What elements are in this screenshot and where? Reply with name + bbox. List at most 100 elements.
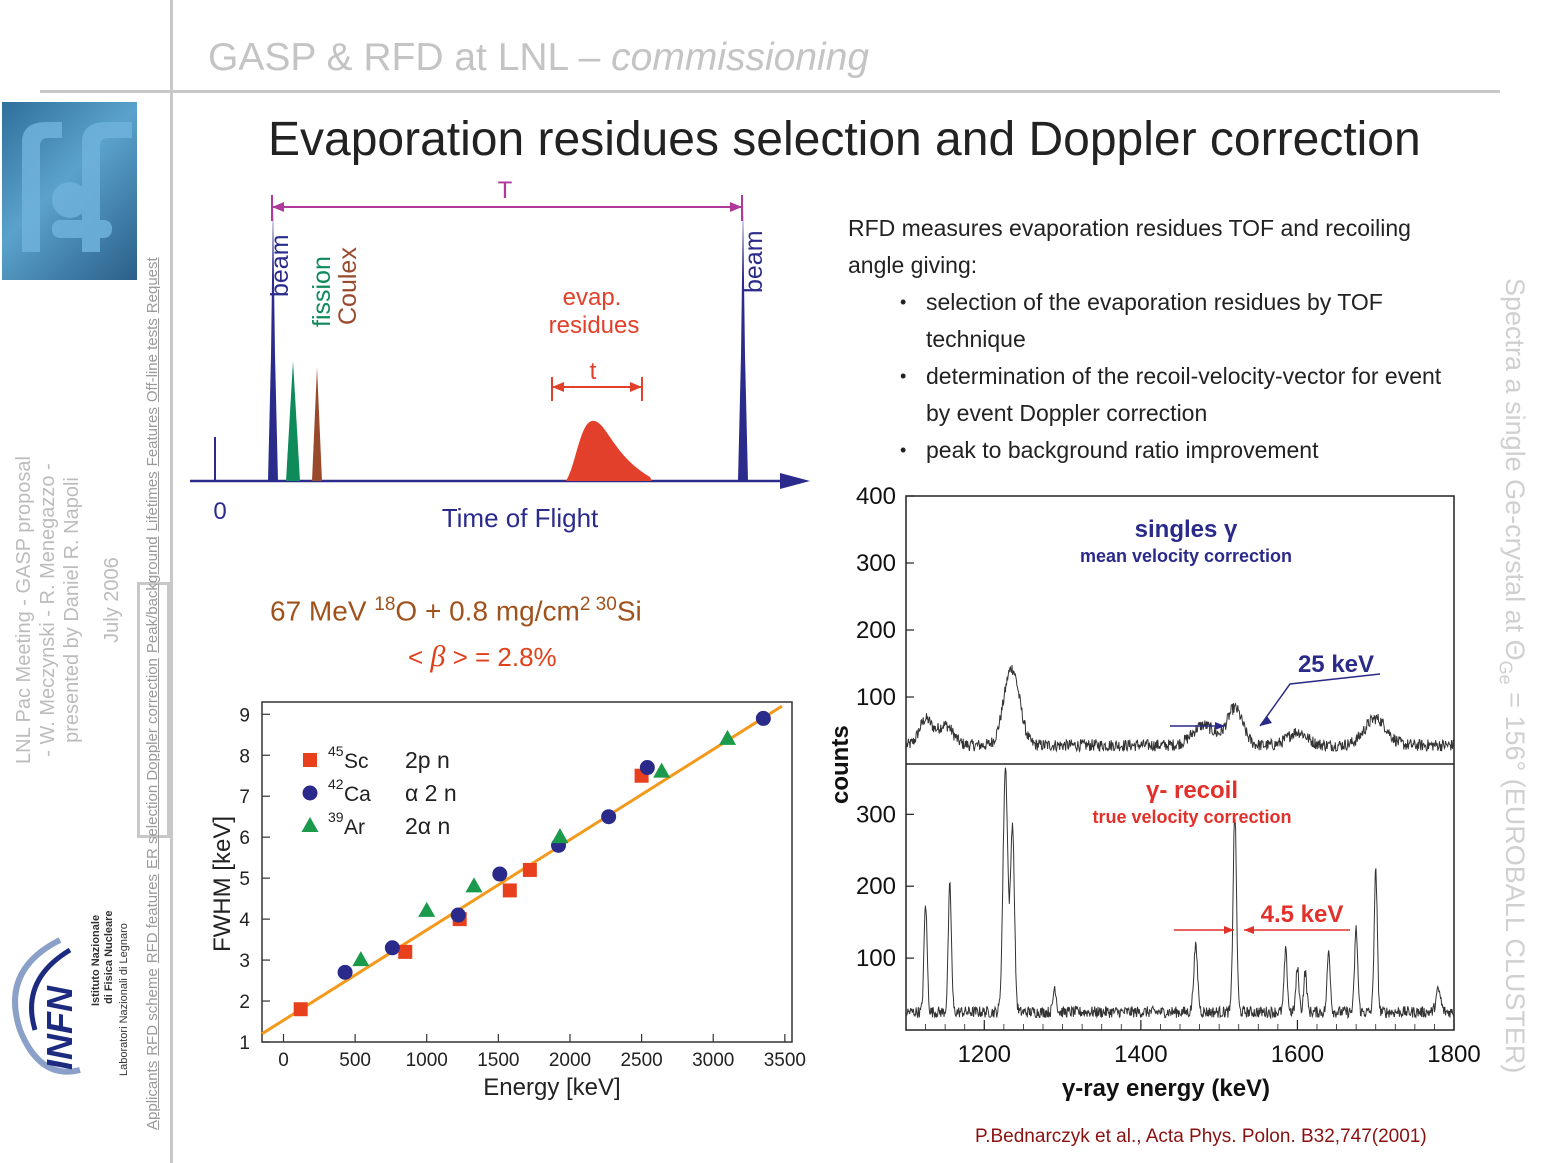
singles-arrowhead-icon [1215, 722, 1225, 730]
fwhm-ylabel: FWHM [keV] [209, 816, 236, 952]
left-vertical-rule [170, 0, 173, 1163]
description-intro: RFD measures evaporation residues TOF an… [848, 215, 1411, 278]
fwhm-data-point [502, 883, 517, 898]
nav-link-rfd-features[interactable]: RFD features [144, 874, 161, 964]
recoil-arrowhead-icon [1244, 926, 1254, 934]
reaction-proj: O + 0.8 mg/cm [395, 595, 580, 627]
bullet-item: peak to background ratio improvement [900, 432, 1468, 469]
tof-zero-label: 0 [213, 498, 226, 525]
fwhm-ytick-label: 5 [239, 869, 250, 890]
tof-diagram: T beam fission Coulex beam evap. residue… [190, 177, 810, 533]
reaction-proj-mass: 18 [374, 594, 396, 615]
nav-link-rfd-scheme[interactable]: RFD scheme [144, 968, 161, 1056]
reaction-energy: 67 MeV [270, 595, 375, 627]
infn-logo: INFN Istituto Nazionale di Fisica Nuclea… [0, 880, 140, 1100]
reaction-text: 67 MeV 18O + 0.8 mg/cm2 30Si [270, 594, 642, 627]
singles-annotation: 25 keV [1298, 651, 1374, 678]
fwhm-data-point [337, 964, 353, 980]
fwhm-xtick-label: 1000 [406, 1050, 448, 1071]
fwhm-legend-marker [302, 785, 318, 801]
spectra-ytick-label: 300 [856, 801, 896, 828]
fwhm-legend-mass: 45 [328, 743, 344, 759]
spectra-xtick-label: 1400 [1114, 1041, 1167, 1068]
bullet-item: selection of the evaporation residues by… [900, 284, 1468, 358]
fwhm-ytick-label: 3 [239, 951, 250, 972]
recoil-annotation: 4.5 keV [1261, 901, 1344, 928]
tof-beam-peak-right [738, 205, 748, 481]
infn-logo-text: INFN [39, 985, 80, 1070]
fwhm-legend-channel: 2p n [405, 747, 450, 773]
infn-logo-mark: INFN [12, 937, 81, 1075]
infn-line3: Laboratori Nazionali di Legnaro [118, 923, 130, 1076]
fwhm-data-point [551, 828, 569, 844]
tof-T-arrow-left-icon [272, 202, 284, 212]
fwhm-xtick-label: 0 [278, 1050, 289, 1071]
tof-axis-arrow-icon [780, 473, 810, 489]
nav-link-offline-tests[interactable]: Off-line tests [144, 318, 161, 403]
fwhm-data-point [755, 710, 771, 726]
header-italic: commissioning [611, 36, 870, 79]
meeting-line3: presented by Daniel R. Napoli [61, 477, 83, 743]
fwhm-legend-element: Ar [344, 816, 365, 839]
reaction-targ: Si [616, 595, 642, 627]
recoil-spectrum-line [906, 767, 1455, 1020]
spectra-chart: 1200 1400 1600 1800 100 200 300 400 100 200 300 si… [827, 483, 1481, 1102]
nav-link-er-selection[interactable]: ER selection Doppler correction [144, 658, 161, 870]
nav-link-applicants[interactable]: Applicants [144, 1060, 161, 1130]
spectra-side-rest: = 156° (EUROBALL CLUSTER) [1500, 684, 1530, 1074]
tof-beam-right-label: beam [740, 230, 768, 293]
spectra-xtick-label: 1600 [1271, 1041, 1324, 1068]
spectra-side-label: Spectra a single Ge-crystal at ΘGe = 156… [1495, 278, 1530, 1073]
tof-t-arrow-right-icon [630, 382, 642, 392]
bullet-item: determination of the recoil-velocity-vec… [900, 358, 1468, 432]
lnl-logo [2, 102, 137, 280]
slide-title: Evaporation residues selection and Doppl… [268, 113, 1421, 166]
description-bullets: selection of the evaporation residues by… [848, 284, 1468, 469]
spectra-ytick-label: 300 [856, 550, 896, 577]
nav-link-features[interactable]: Features [144, 407, 161, 467]
tof-T-label: T [498, 177, 513, 204]
current-section-box [137, 582, 170, 838]
fwhm-legend-marker [303, 753, 317, 767]
fwhm-xtick-label: 2000 [549, 1050, 591, 1071]
reference-citation: P.Bednarczyk et al., Acta Phys. Polon. B… [975, 1126, 1427, 1147]
spectra-ytick-label: 400 [856, 483, 896, 510]
tof-beam-peak-left [268, 205, 278, 481]
spectra-ytick-label: 200 [856, 617, 896, 644]
recoil-subtitle: true velocity correction [1092, 807, 1291, 827]
fwhm-data-point [398, 944, 413, 959]
description-block: RFD measures evaporation residues TOF an… [848, 210, 1468, 469]
fwhm-xlabel: Energy [keV] [483, 1074, 620, 1101]
beta-pre: < [408, 642, 431, 672]
tof-evap-label-1: evap. [563, 284, 622, 311]
tof-t-arrow-left-icon [552, 382, 564, 392]
fwhm-fit-line [261, 704, 783, 1036]
tof-coulex-peak [312, 367, 322, 481]
fwhm-data-point [601, 809, 617, 825]
spectra-ytick-label: 200 [856, 873, 896, 900]
nav-link-request[interactable]: Request [144, 257, 161, 314]
fwhm-xtick-label: 1500 [477, 1050, 519, 1071]
fwhm-legend-mass: 39 [328, 809, 344, 825]
nav-link-peak-background[interactable]: Peak/background [144, 536, 161, 654]
tof-axis-label: Time of Flight [442, 503, 599, 533]
spectra-ytick-label: 100 [856, 684, 896, 711]
meeting-line1: LNL Pac Meeting - GASP proposal [13, 456, 35, 764]
fwhm-legend-element: Ca [344, 783, 371, 806]
recoil-arrowhead-icon [1224, 926, 1234, 934]
header-main: GASP & RFD at LNL – [208, 36, 612, 79]
nav-link-lifetimes[interactable]: Lifetimes [144, 471, 161, 532]
tof-evap-peak [566, 420, 652, 481]
fwhm-xtick-label: 2500 [620, 1050, 662, 1071]
spectra-frame [905, 495, 1455, 1031]
meeting-date: July 2006 [101, 557, 123, 643]
beta-post: > = 2.8% [445, 642, 557, 672]
spectra-side-sub: Ge [1495, 660, 1516, 685]
fwhm-ytick-label: 2 [239, 992, 250, 1013]
spectra-xtick-label: 1800 [1427, 1041, 1480, 1068]
fwhm-data-point [384, 940, 400, 956]
spectra-xtick-label: 1200 [958, 1041, 1011, 1068]
fwhm-data-point [293, 1002, 308, 1017]
fwhm-legend-marker [301, 817, 319, 832]
